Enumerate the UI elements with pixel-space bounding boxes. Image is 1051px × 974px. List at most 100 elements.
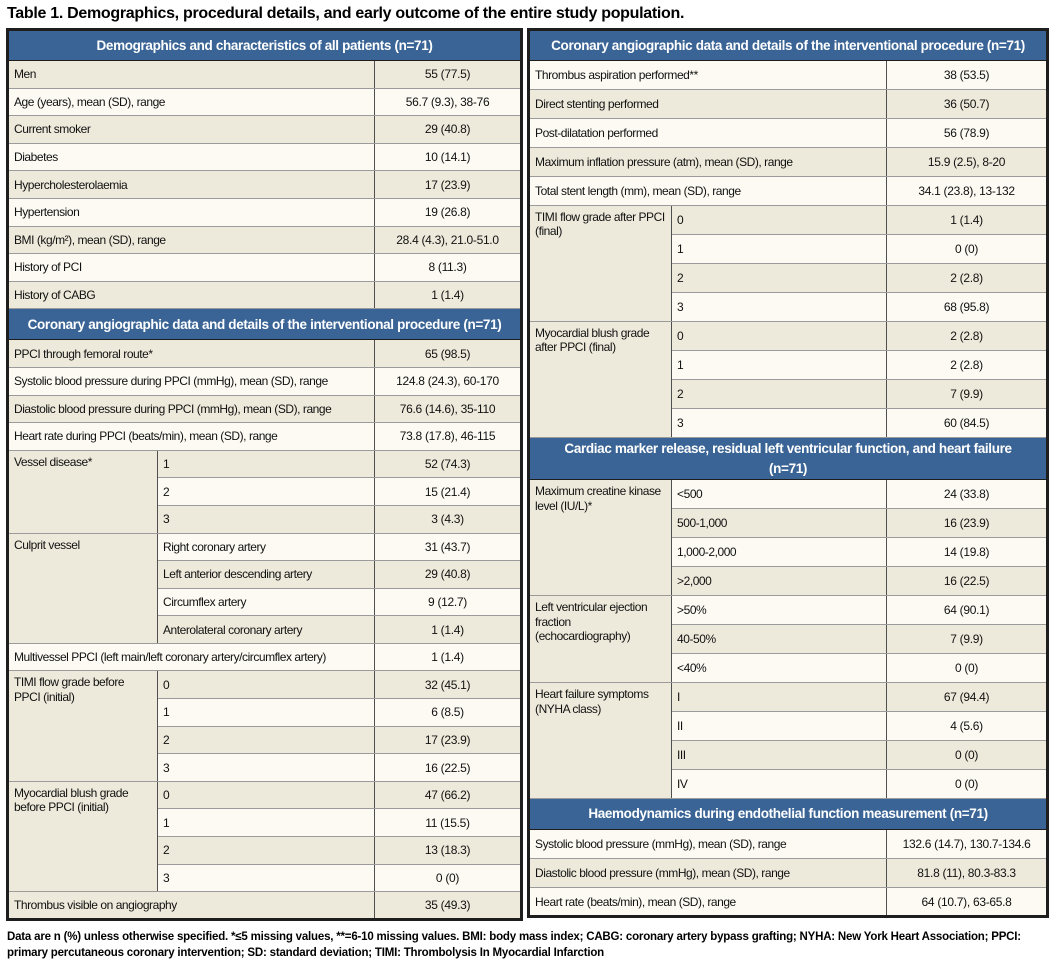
row-value: 0 (0) [886, 234, 1049, 264]
table-row: Circumflex artery 9 (12.7) [8, 587, 523, 617]
row-value: 15 (21.4) [373, 477, 523, 506]
row-value: 81.8 (11), 80.3-83.3 [886, 858, 1049, 889]
row-value: 16 (22.5) [886, 566, 1049, 597]
table-row: Myocardial blush grade after PPCI (final… [528, 321, 1049, 438]
section-header-row: Haemodynamics during endothelial functio… [528, 798, 1049, 831]
sub-label: 3 [157, 863, 375, 893]
left-data-table: Demographics and characteristics of all … [6, 28, 524, 921]
table-row: Myocardial blush grade before PPCI (init… [7, 780, 523, 893]
section-header: Coronary angiographic data and details o… [6, 308, 523, 341]
row-value: 7 (9.9) [886, 624, 1049, 655]
sub-label: 3 [671, 292, 888, 322]
table-row: Current smoker 29 (40.8) [7, 115, 523, 144]
row-value: 32 (45.1) [373, 670, 523, 700]
sub-label: 0 [671, 321, 888, 351]
row-value: 36 (50.7) [886, 89, 1049, 119]
row-value: 64 (10.7), 63-65.8 [886, 887, 1049, 918]
row-value: 13 (18.3) [373, 836, 523, 865]
table-row: 500-1,000 16 (23.9) [529, 508, 1049, 539]
sub-label: 500-1,000 [671, 508, 888, 539]
row-label: Hypertension [7, 197, 375, 227]
row-value: 124.8 (24.3), 60-170 [373, 366, 523, 396]
group-label: Culprit vessel [7, 532, 158, 644]
row-value: 3 (4.3) [373, 504, 523, 534]
row-label: Current smoker [7, 115, 375, 144]
table-row: TIMI flow grade before PPCI (initial) 0 32… [7, 670, 523, 782]
section-header: Demographics and characteristics of all … [6, 29, 523, 61]
table-row: Thrombus visible on angiography 35 (49.3) [7, 891, 523, 920]
sub-label: Anterolateral coronary artery [157, 615, 375, 644]
table-row: 2 15 (21.4) [8, 477, 523, 506]
row-value: 29 (40.8) [373, 115, 523, 144]
right-data-table: Coronary angiographic data and details o… [527, 28, 1050, 919]
table-row: Heart rate (beats/min), mean (SD), range… [528, 887, 1049, 918]
sub-label: Left anterior descending artery [157, 560, 375, 589]
sub-label: Right coronary artery [157, 532, 375, 562]
section-header-row: Coronary angiographic data and details o… [6, 308, 523, 341]
table-row: Heart failure symptoms (NYHA class) I 67 (… [528, 682, 1049, 800]
group-label: TIMI flow grade before PPCI (initial) [7, 670, 158, 782]
row-value: 67 (94.4) [886, 682, 1049, 713]
sub-label: 3 [671, 408, 888, 438]
row-value: 52 (74.3) [373, 449, 523, 479]
row-value: 29 (40.8) [373, 560, 523, 589]
page: Table 1. Demographics, procedural detail… [0, 5, 1051, 974]
row-value: 2 (2.8) [886, 350, 1049, 380]
table-row: Left ventricular ejection fraction (echo… [528, 595, 1049, 684]
sub-label: 0 [157, 670, 375, 700]
row-value: 35 (49.3) [373, 891, 523, 920]
table-row: Multivessel PPCI (left main/left coronar… [7, 642, 523, 672]
table-row: History of CABG 1 (1.4) [7, 280, 523, 310]
row-label: Heart rate during PPCI (beats/min), mean… [7, 422, 375, 451]
row-value: 55 (77.5) [373, 60, 523, 89]
row-label: Post-dilatation performed [528, 118, 888, 148]
table-row: Direct stenting performed 36 (50.7) [528, 89, 1049, 119]
row-value: 1 (1.4) [373, 615, 523, 644]
row-value: 16 (23.9) [886, 508, 1049, 539]
row-value: 60 (84.5) [886, 408, 1049, 438]
sub-label: 1 [157, 449, 375, 479]
row-value: 16 (22.5) [373, 753, 523, 782]
row-value: 6 (8.5) [373, 698, 523, 727]
row-label: BMI (kg/m²), mean (SD), range [7, 225, 375, 255]
table-row: Left anterior descending artery 29 (40.8) [8, 560, 523, 589]
row-value: 19 (26.8) [373, 197, 523, 227]
row-value: 1 (1.4) [373, 280, 523, 310]
sub-label: 40-50% [671, 624, 888, 655]
sub-label: <40% [671, 653, 888, 684]
section-header: Coronary angiographic data and details o… [528, 29, 1049, 61]
table-row: III 0 (0) [529, 740, 1049, 771]
row-label: Hypercholesterolaemia [7, 170, 375, 199]
table-row: 40-50% 7 (9.9) [529, 624, 1049, 655]
row-value: 14 (19.8) [886, 537, 1049, 568]
row-value: 64 (90.1) [886, 595, 1049, 626]
row-value: 17 (23.9) [373, 725, 523, 755]
row-label: History of CABG [7, 280, 375, 310]
table-row: Systolic blood pressure during PPCI (mmH… [7, 366, 523, 396]
row-value: 31 (43.7) [373, 532, 523, 562]
table-row: History of PCI 8 (11.3) [7, 253, 523, 282]
sub-label: 2 [157, 725, 375, 755]
group-label: TIMI flow grade after PPCI (final) [528, 205, 673, 322]
table-row: 1 11 (15.5) [8, 808, 523, 838]
row-value: 68 (95.8) [886, 292, 1049, 322]
table-row: Culprit vessel Right coronary artery 31 (4… [7, 532, 523, 644]
table-row: Diastolic blood pressure during PPCI (mm… [7, 394, 523, 424]
sub-label: 2 [157, 477, 375, 506]
row-value: 7 (9.9) [886, 379, 1049, 409]
sub-label: 1 [671, 234, 888, 264]
sub-label: 1 [671, 350, 888, 380]
row-label: Heart rate (beats/min), mean (SD), range [528, 887, 888, 918]
row-value: 132.6 (14.7), 130.7-134.6 [886, 829, 1049, 860]
row-value: 0 (0) [373, 863, 523, 893]
section-header: Cardiac marker release, residual left ve… [528, 436, 1049, 481]
sub-label: >2,000 [671, 566, 888, 597]
row-value: 76.6 (14.6), 35-110 [373, 394, 523, 424]
section-header-row: Cardiac marker release, residual left ve… [528, 436, 1049, 481]
row-value: 10 (14.1) [373, 142, 523, 172]
sub-label: 1 [157, 808, 375, 838]
row-value: 56.7 (9.3), 38-76 [373, 87, 523, 117]
